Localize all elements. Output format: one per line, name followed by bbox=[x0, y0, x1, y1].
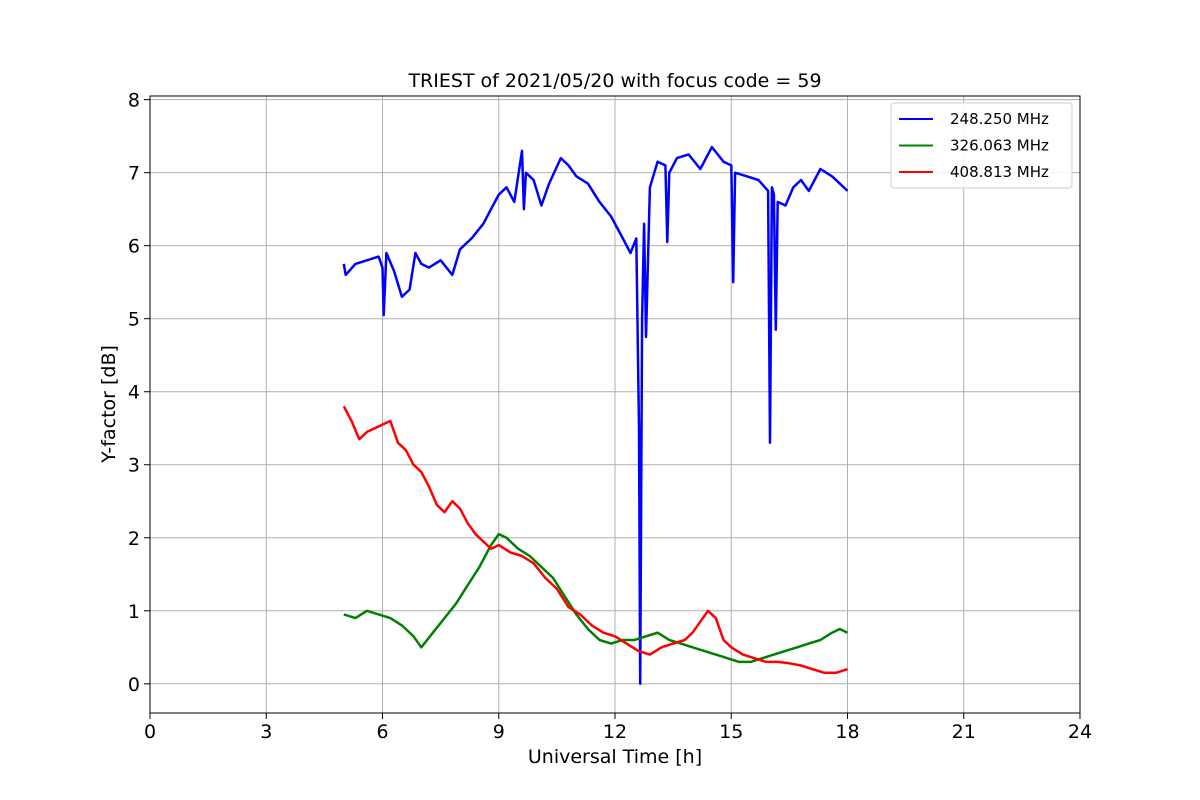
x-tick-label: 3 bbox=[260, 721, 272, 743]
x-axis: 0 3 6 9 12 15 18 21 24 bbox=[144, 713, 1092, 743]
y-axis-label: Y-factor [dB] bbox=[98, 345, 120, 464]
x-tick-label: 9 bbox=[493, 721, 505, 743]
y-tick-label: 0 bbox=[128, 674, 140, 696]
y-tick-label: 4 bbox=[128, 382, 140, 404]
y-tick-label: 8 bbox=[128, 90, 140, 112]
y-tick-label: 1 bbox=[128, 601, 140, 623]
y-tick-label: 2 bbox=[128, 528, 140, 550]
x-tick-label: 15 bbox=[719, 721, 743, 743]
series-line-2 bbox=[343, 532, 849, 664]
y-axis: 0 1 2 3 4 5 6 7 8 bbox=[128, 90, 150, 696]
y-tick-label: 7 bbox=[128, 163, 140, 185]
series-lines bbox=[342, 145, 849, 686]
chart-title: TRIEST of 2021/05/20 with focus code = 5… bbox=[407, 70, 821, 92]
x-tick-label: 18 bbox=[835, 721, 859, 743]
series-line-3 bbox=[342, 405, 848, 675]
legend-label-3: 408.813 MHz bbox=[950, 163, 1049, 181]
x-tick-label: 24 bbox=[1068, 721, 1092, 743]
legend-box bbox=[890, 102, 1073, 189]
y-tick-label: 5 bbox=[128, 309, 140, 331]
x-axis-label: Universal Time [h] bbox=[528, 746, 702, 768]
x-tick-label: 21 bbox=[952, 721, 976, 743]
y-tick-label: 3 bbox=[128, 455, 140, 477]
x-tick-label: 6 bbox=[376, 721, 388, 743]
legend-label-1: 248.250 MHz bbox=[950, 110, 1049, 128]
legend-label-2: 326.063 MHz bbox=[950, 137, 1049, 155]
x-tick-label: 12 bbox=[603, 721, 627, 743]
x-tick-label: 0 bbox=[144, 721, 156, 743]
series-line-1 bbox=[342, 145, 849, 686]
legend: 248.250 MHz 326.063 MHz 408.813 MHz bbox=[890, 102, 1073, 189]
y-tick-label: 6 bbox=[128, 236, 140, 258]
